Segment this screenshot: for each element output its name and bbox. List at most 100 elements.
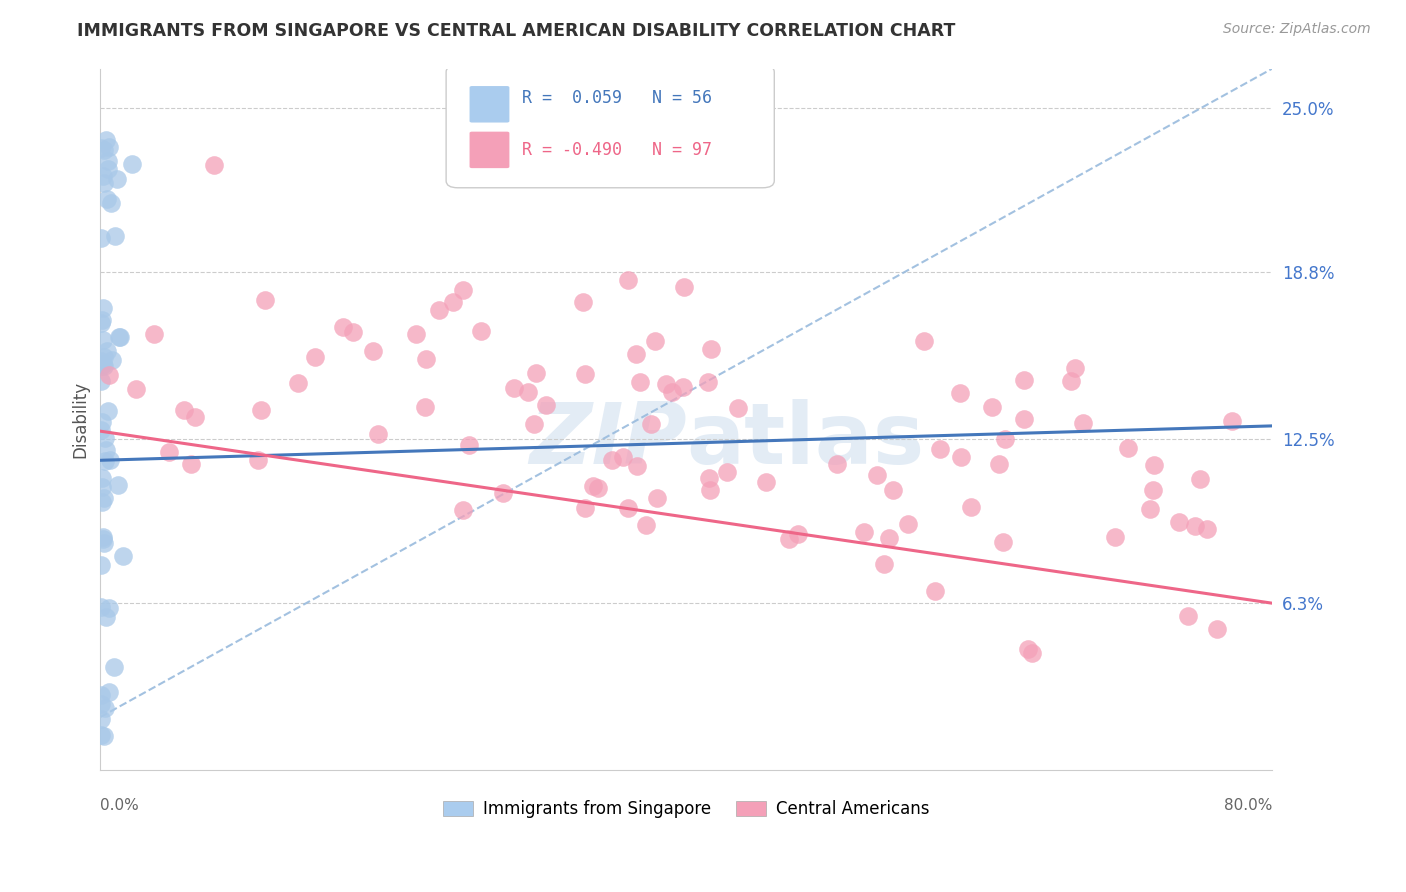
Y-axis label: Disability: Disability (72, 381, 89, 458)
Point (91, 333, 114, 347)
Point (93, 301, 115, 315)
Point (111, 549, 134, 563)
Point (91, 532, 114, 546)
Point (93, 350, 115, 364)
Point (586, 481, 609, 495)
Point (1139, 502, 1161, 516)
Point (600, 452, 623, 467)
Point (415, 352, 437, 367)
Point (90, 712, 112, 726)
Point (517, 384, 540, 399)
Point (97, 404, 120, 418)
Point (121, 156, 143, 170)
Point (90, 599, 112, 614)
Point (778, 532, 800, 546)
Point (90, 727, 112, 741)
Point (1021, 646, 1043, 660)
Point (157, 445, 180, 459)
Point (1142, 483, 1164, 497)
Point (882, 483, 904, 497)
Point (1222, 414, 1244, 428)
Point (367, 427, 389, 442)
Point (655, 376, 678, 391)
Point (624, 347, 647, 361)
Point (91, 312, 114, 326)
Point (1189, 472, 1212, 486)
Point (91, 495, 114, 509)
Point (93, 143, 115, 157)
Point (873, 557, 896, 571)
Point (427, 303, 450, 318)
Point (616, 501, 638, 516)
FancyBboxPatch shape (470, 132, 509, 168)
Point (98, 368, 121, 382)
Text: R =  0.059   N = 56: R = 0.059 N = 56 (522, 89, 713, 107)
Point (1104, 530, 1126, 544)
Point (90, 424, 112, 438)
Point (441, 295, 464, 310)
Point (91, 415, 114, 429)
Point (90, 316, 112, 330)
Point (949, 386, 972, 401)
Point (699, 483, 721, 497)
Point (1064, 360, 1087, 375)
Point (202, 157, 225, 171)
Point (90, 231, 112, 245)
Point (93, 729, 115, 743)
Point (1017, 641, 1039, 656)
Text: 0.0%: 0.0% (100, 798, 139, 813)
Point (91, 530, 114, 544)
Point (523, 417, 546, 431)
Point (93, 169, 115, 183)
Point (825, 458, 848, 472)
Point (173, 403, 195, 417)
Point (94, 442, 117, 457)
Point (97, 161, 120, 176)
Point (457, 438, 479, 452)
Point (96, 193, 118, 207)
Point (727, 401, 749, 416)
Point (716, 465, 738, 479)
Point (125, 382, 148, 396)
Point (94, 133, 117, 147)
Point (93, 454, 115, 468)
Point (361, 343, 384, 358)
Point (994, 432, 1017, 446)
Point (94, 701, 117, 715)
Point (574, 367, 596, 381)
Point (96, 609, 118, 624)
Point (1184, 519, 1206, 533)
Point (90, 359, 112, 374)
Point (254, 293, 277, 307)
Point (287, 376, 309, 391)
Point (104, 229, 127, 244)
Point (108, 329, 131, 343)
Point (250, 402, 273, 417)
Point (100, 195, 122, 210)
Point (634, 517, 657, 532)
Point (699, 342, 721, 356)
Point (103, 660, 125, 674)
Point (1012, 373, 1035, 387)
FancyBboxPatch shape (446, 65, 775, 188)
Point (645, 491, 668, 505)
Point (1143, 458, 1166, 472)
Point (959, 500, 981, 514)
Point (574, 500, 596, 515)
Point (90, 354, 112, 368)
Point (332, 319, 354, 334)
Point (1060, 374, 1083, 388)
Point (612, 450, 634, 464)
Point (413, 400, 436, 414)
Point (697, 470, 720, 484)
Point (1177, 608, 1199, 623)
Point (90, 558, 112, 573)
Point (93, 491, 115, 505)
Point (451, 283, 474, 297)
Point (640, 417, 662, 431)
Point (897, 516, 920, 531)
Point (451, 503, 474, 517)
Point (1195, 522, 1218, 536)
Point (97, 685, 120, 699)
Point (107, 477, 129, 491)
